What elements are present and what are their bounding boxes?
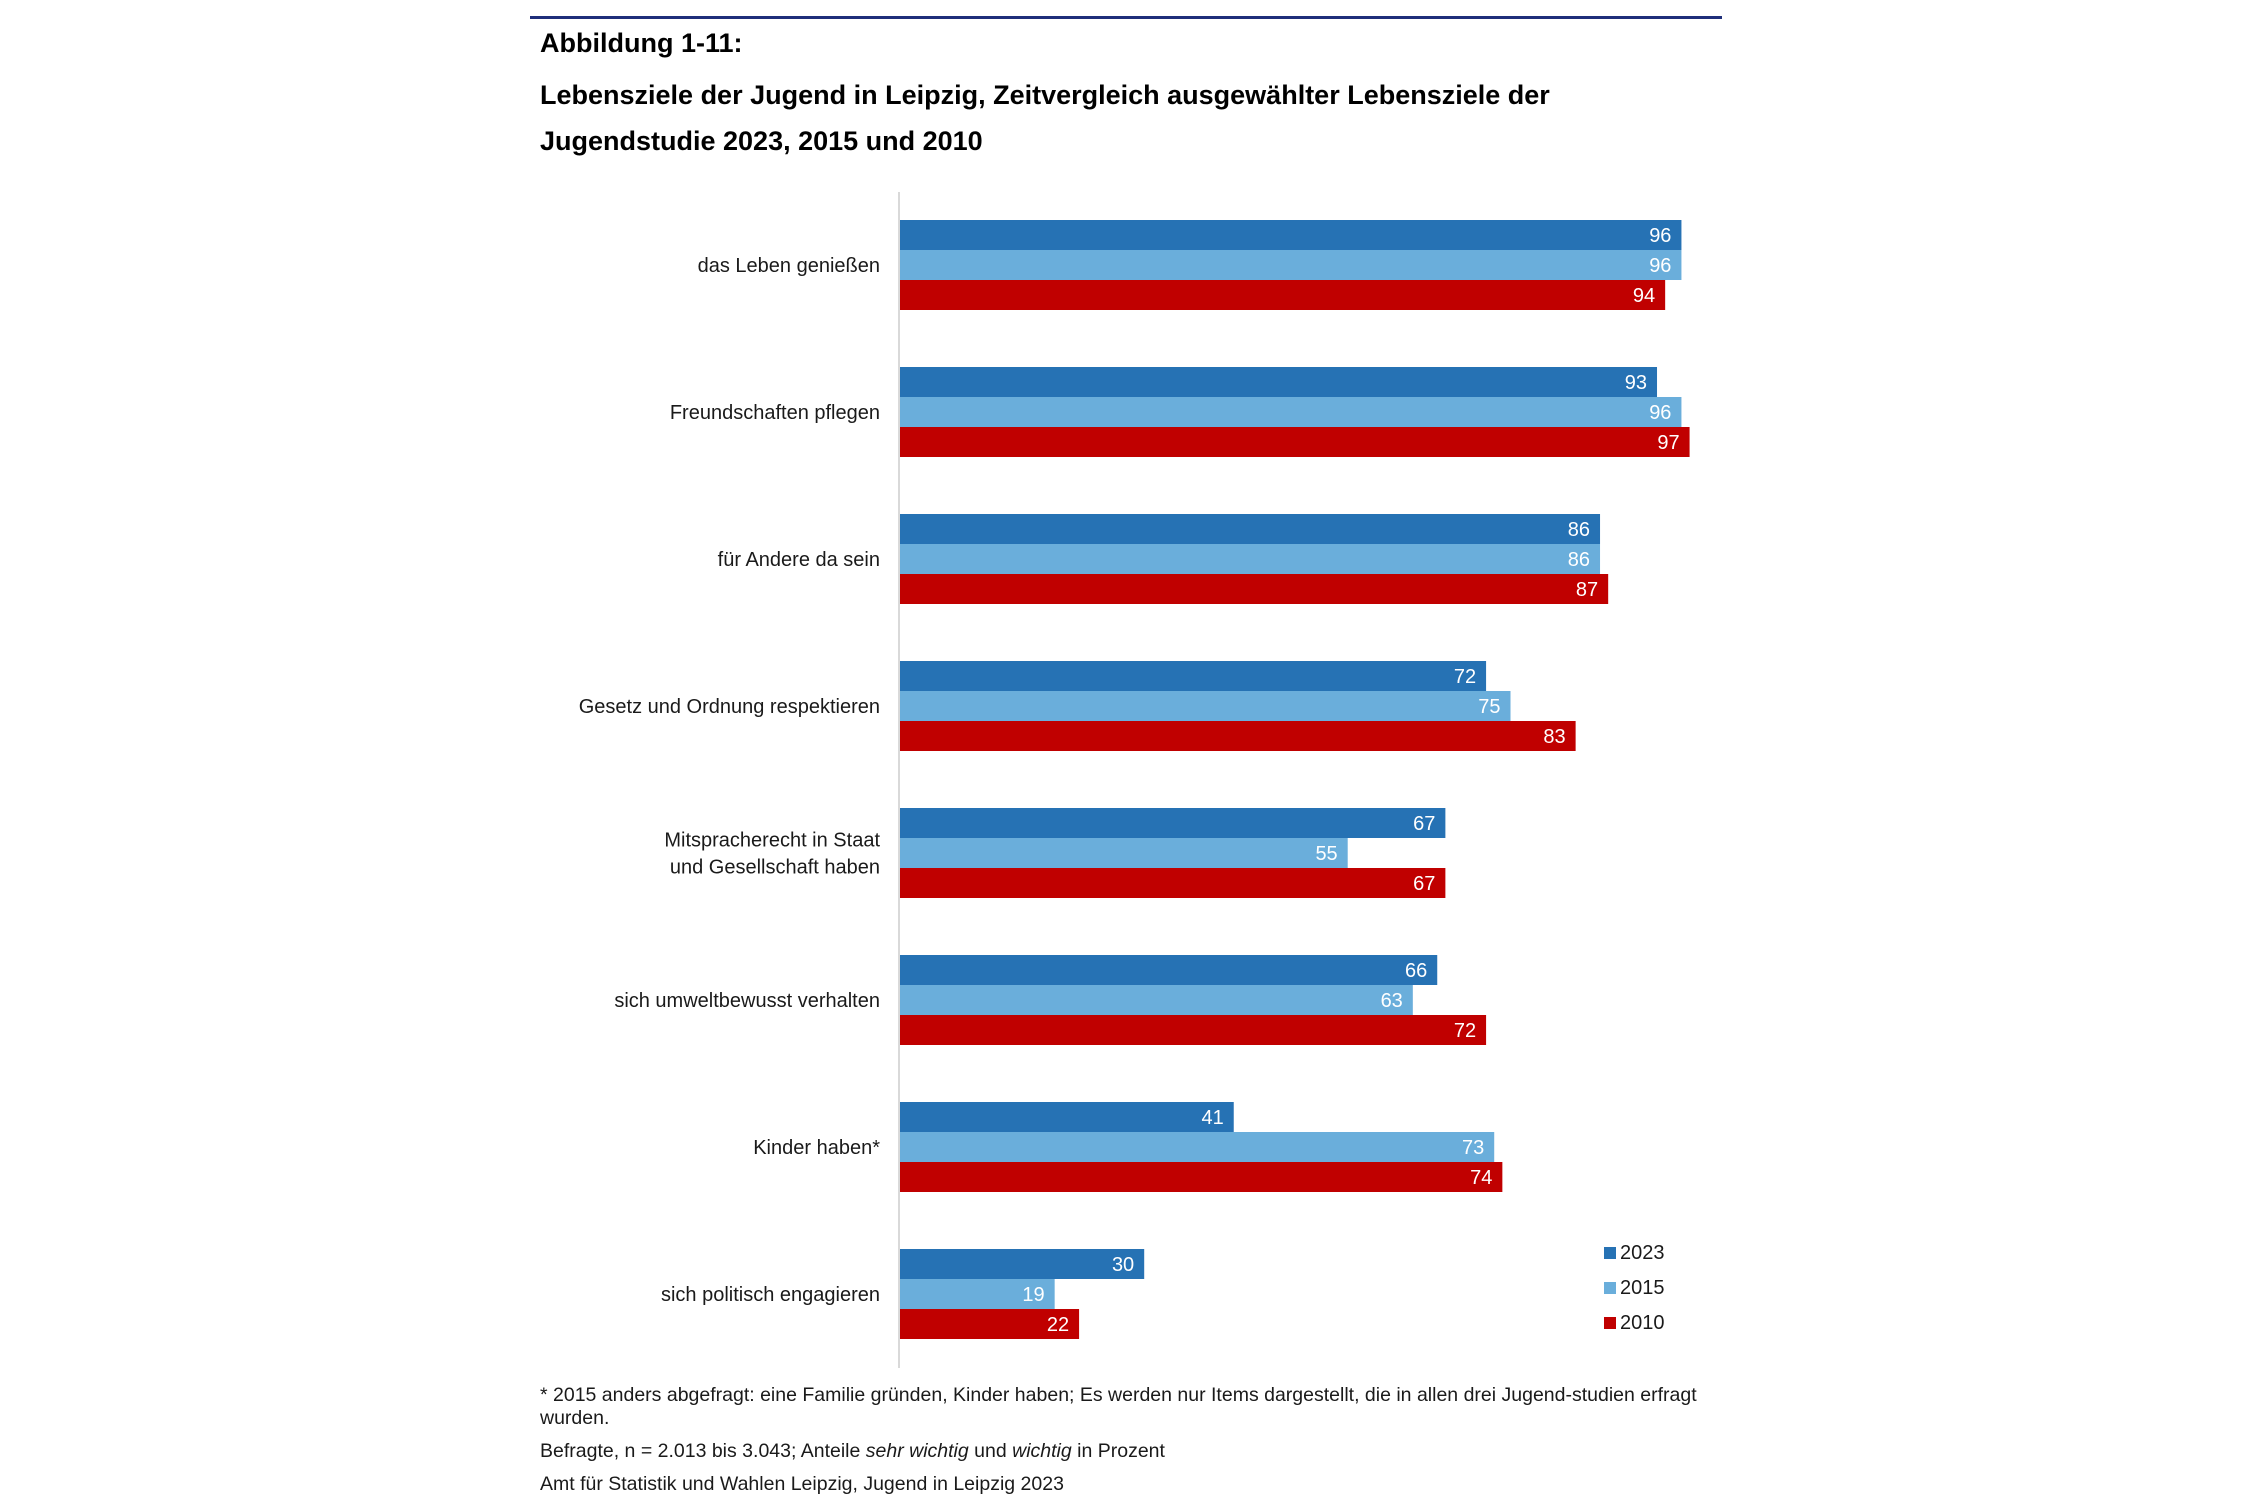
data-label: 72 <box>1454 1020 1476 1042</box>
category-label: Kinder haben* <box>753 1137 880 1159</box>
data-label: 87 <box>1576 579 1598 601</box>
bar-2023 <box>900 1102 1234 1132</box>
data-label: 67 <box>1413 813 1435 835</box>
bar-2023 <box>900 955 1438 985</box>
bar-2023 <box>900 514 1601 544</box>
category-label: das Leben genießen <box>698 255 880 277</box>
category-label: Gesetz und Ordnung respektieren <box>579 696 880 718</box>
category-label: sich politisch engagieren <box>661 1284 880 1306</box>
bar-2015 <box>900 985 1413 1015</box>
bar-2015 <box>900 838 1348 868</box>
sample-note: Befragte, n = 2.013 bis 3.043; Anteile s… <box>540 1440 1720 1463</box>
category-label: für Andere da sein <box>718 549 880 571</box>
data-label: 86 <box>1568 549 1590 571</box>
data-label: 30 <box>1112 1254 1134 1276</box>
data-label: 74 <box>1470 1167 1492 1189</box>
figure-title: Lebensziele der Jugend in Leipzig, Zeitv… <box>540 80 1550 156</box>
bar-2010 <box>900 1015 1487 1045</box>
bar-2010 <box>900 721 1576 751</box>
data-label: 86 <box>1568 519 1590 541</box>
data-label: 72 <box>1454 666 1476 688</box>
category-label: und Gesellschaft haben <box>670 857 880 879</box>
notes: * 2015 anders abgefragt: eine Familie gr… <box>540 1384 1720 1506</box>
data-label: 96 <box>1649 402 1671 424</box>
data-label: 67 <box>1413 873 1435 895</box>
data-label: 97 <box>1657 432 1679 454</box>
data-label: 41 <box>1201 1107 1223 1129</box>
data-label: 22 <box>1047 1314 1069 1336</box>
figure-label: Abbildung 1-11: <box>540 28 743 58</box>
data-label: 66 <box>1405 960 1427 982</box>
footnote: * 2015 anders abgefragt: eine Familie gr… <box>540 1384 1697 1429</box>
bar-2015 <box>900 1132 1495 1162</box>
bar-2010 <box>900 574 1609 604</box>
data-label: 96 <box>1649 255 1671 277</box>
bar-2010 <box>900 427 1690 457</box>
category-label: Freundschaften pflegen <box>670 402 880 424</box>
legend-label: 2023 <box>1620 1242 1665 1264</box>
bar-2015 <box>900 691 1511 721</box>
bar-2015 <box>900 1279 1055 1309</box>
bar-2023 <box>900 1249 1145 1279</box>
source-note: Amt für Statistik und Wahlen Leipzig, Ju… <box>540 1473 1064 1495</box>
bar-2023 <box>900 367 1658 397</box>
data-label: 63 <box>1381 990 1403 1012</box>
data-label: 55 <box>1315 843 1337 865</box>
data-label: 83 <box>1543 726 1565 748</box>
data-label: 75 <box>1478 696 1500 718</box>
category-label: Mitspracherecht in Staat <box>664 830 880 852</box>
bar-2015 <box>900 397 1682 427</box>
legend-swatch-2010 <box>1604 1317 1616 1329</box>
legend-swatch-2015 <box>1604 1282 1616 1294</box>
bar-2010 <box>900 1309 1080 1339</box>
sample-suffix: in Prozent <box>1071 1440 1165 1462</box>
data-label: 93 <box>1625 372 1647 394</box>
bar-2010 <box>900 868 1446 898</box>
legend-label: 2010 <box>1620 1312 1665 1334</box>
bar-2015 <box>900 544 1601 574</box>
bar-chart: das Leben genießen 96 96 94 Freundschaften p… <box>579 192 1690 1368</box>
data-label: 94 <box>1633 285 1655 307</box>
bar-2023 <box>900 661 1487 691</box>
data-label: 73 <box>1462 1137 1484 1159</box>
data-label: 19 <box>1022 1284 1044 1306</box>
sample-em-2: wichtig <box>1012 1440 1072 1462</box>
top-rule <box>530 16 1722 19</box>
bar-2010 <box>900 280 1666 310</box>
data-label: 96 <box>1649 225 1671 247</box>
legend-label: 2015 <box>1620 1277 1665 1299</box>
category-label: sich umweltbewusst verhalten <box>614 990 880 1012</box>
sample-em-1: sehr wichtig <box>865 1440 969 1462</box>
sample-mid: und <box>968 1440 1013 1462</box>
bar-2010 <box>900 1162 1503 1192</box>
sample-prefix: Befragte, n = 2.013 bis 3.043; Anteile <box>540 1440 866 1462</box>
bar-2023 <box>900 808 1446 838</box>
legend-swatch-2023 <box>1604 1247 1616 1259</box>
bar-2023 <box>900 220 1682 250</box>
bar-2015 <box>900 250 1682 280</box>
